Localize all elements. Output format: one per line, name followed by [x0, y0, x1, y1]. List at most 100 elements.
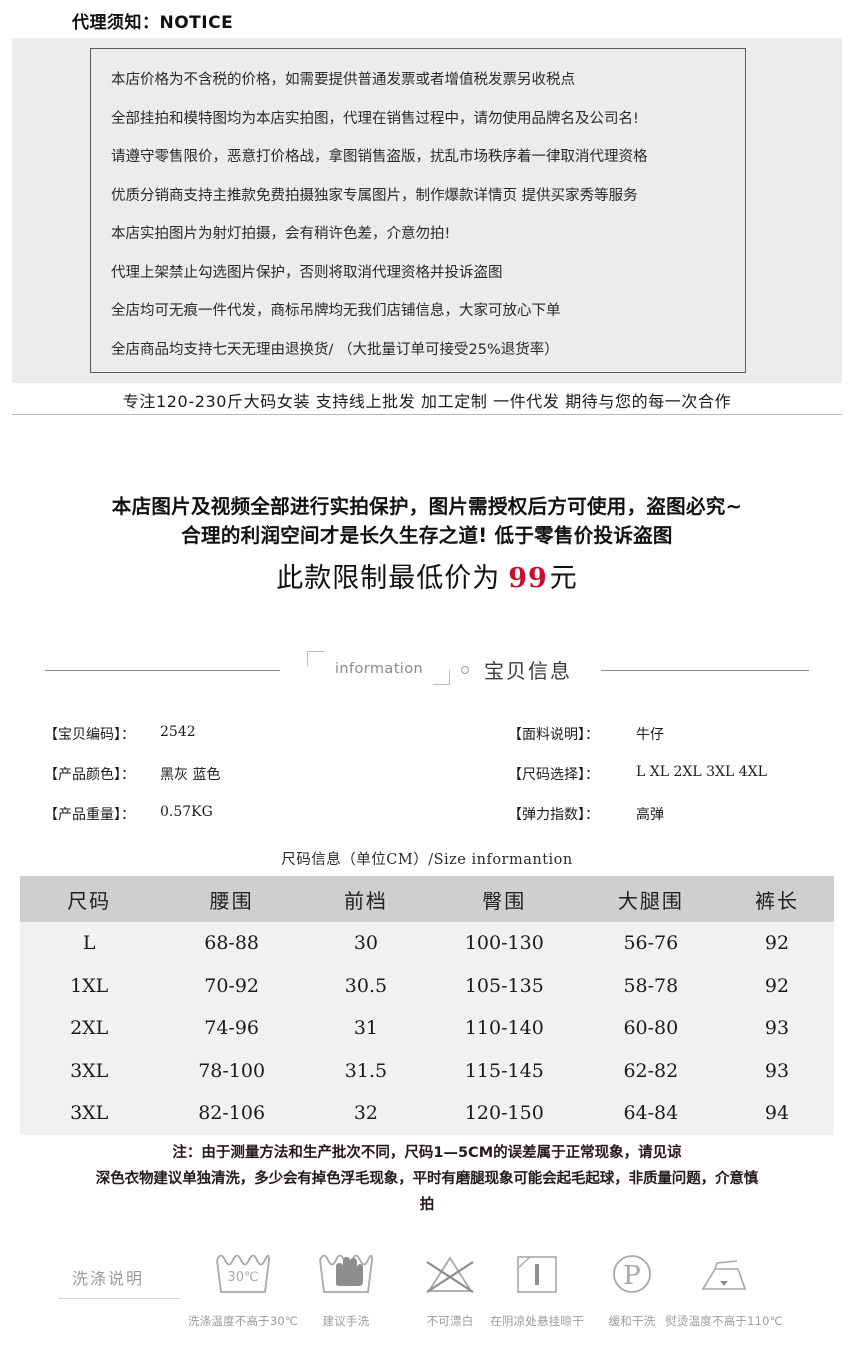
table-cell: 105-135 [426, 964, 582, 1007]
info-label: 【尺码选择】： [508, 767, 599, 783]
column-header: 臀围 [426, 876, 582, 922]
care-item-wash-temp: 30℃ 洗涤温度不高于30℃ [178, 1239, 308, 1329]
info-value: 0.57KG [160, 804, 213, 820]
line-dry-shade-icon [472, 1239, 602, 1309]
table-cell: 64-84 [581, 1092, 721, 1135]
table-cell: 70-92 [158, 964, 305, 1007]
note-line: 拍 [419, 1197, 435, 1213]
table-cell: 56-76 [581, 922, 721, 965]
table-cell: 30 [304, 922, 427, 965]
table-row: 1XL 70-92 30.5 105-135 58-78 92 [20, 964, 834, 1007]
note-line: 深色衣物建议单独清洗，多少会有掉色浮毛现象，平时有磨腿现象可能会起毛起球，非质量… [95, 1171, 759, 1187]
hand-wash-icon [281, 1239, 411, 1309]
table-cell: 120-150 [426, 1092, 582, 1135]
product-info-row: 【宝贝编码】： 2542 【面料说明】： 牛仔 [0, 724, 854, 764]
table-row: 3XL 78-100 31.5 115-145 62-82 93 [20, 1049, 834, 1092]
care-item-dry-clean: P 缓和干洗 [567, 1239, 697, 1329]
wash-care-title-rule [58, 1298, 180, 1299]
table-cell: 58-78 [581, 964, 721, 1007]
care-item-line-dry: 在阴凉处悬挂晾干 [472, 1239, 602, 1329]
table-row: L 68-88 30 100-130 56-76 92 [20, 922, 834, 965]
info-value: 2542 [160, 724, 196, 740]
column-header: 大腿围 [581, 876, 721, 922]
copyright-warning: 本店图片及视频全部进行实拍保护，图片需授权后方可使用，盗图必究~ 合理的利润空间… [0, 492, 854, 550]
wash-care-section: 洗涤说明 30℃ 洗涤温度不高于30℃ 建议手洗 [0, 1235, 854, 1355]
table-cell: 1XL [20, 964, 159, 1007]
info-label: 【产品颜色】： [44, 767, 135, 783]
warning-line-1: 本店图片及视频全部进行实拍保护，图片需授权后方可使用，盗图必究~ [111, 495, 743, 518]
care-item-iron-temp: 熨烫温度不高于110℃ [659, 1239, 789, 1329]
divider-rule-left [45, 670, 280, 671]
info-value: L XL 2XL 3XL 4XL [636, 764, 767, 780]
info-value: 黑灰 蓝色 [160, 767, 221, 783]
table-cell: 68-88 [158, 922, 305, 965]
corner-bracket-bottom-right-icon [433, 670, 450, 685]
minimum-price-line: 此款限制最低价为 99元 [0, 556, 854, 595]
notice-line: 全店均可无痕一件代发，商标吊牌均无我们店铺信息，大家可放心下单 [111, 303, 561, 319]
no-bleach-icon [385, 1239, 515, 1309]
tagline-divider [12, 414, 842, 415]
table-cell: 100-130 [426, 922, 582, 965]
price-number: 99 [508, 563, 548, 594]
price-prefix: 此款限制最低价为 [276, 563, 501, 594]
table-cell: L [20, 922, 159, 965]
care-item-no-bleach: 不可漂白 [385, 1239, 515, 1329]
column-header: 腰围 [158, 876, 305, 922]
dry-clean-letter: P [623, 1261, 641, 1291]
column-header: 前档 [304, 876, 427, 922]
size-table: 尺码 腰围 前档 臀围 大腿围 裤长 L 68-88 30 100-130 56… [20, 876, 834, 1135]
divider-rule-right [601, 670, 809, 671]
care-item-hand-wash: 建议手洗 [281, 1239, 411, 1329]
table-cell: 3XL [20, 1049, 159, 1092]
table-cell: 3XL [20, 1092, 159, 1135]
wash-care-title: 洗涤说明 [72, 1269, 145, 1288]
measurement-note: 注：由于测量方法和生产批次不同，尺码1—5CM的误差属于正常现象，请见谅 深色衣… [0, 1140, 854, 1218]
table-cell: 31.5 [304, 1049, 427, 1092]
product-info-row: 【产品颜色】： 黑灰 蓝色 【尺码选择】： L XL 2XL 3XL 4XL [0, 764, 854, 804]
table-cell: 115-145 [426, 1049, 582, 1092]
info-value: 高弹 [636, 807, 664, 823]
notice-line: 本店实拍图片为射灯拍摄，会有稍许色差，介意勿拍! [111, 226, 451, 242]
table-row: 2XL 74-96 31 110-140 60-80 93 [20, 1007, 834, 1050]
table-cell: 93 [720, 1007, 834, 1050]
wash-temp-text: 30℃ [227, 1270, 258, 1285]
care-item-label: 缓和干洗 [608, 1314, 656, 1328]
table-cell: 94 [720, 1092, 834, 1135]
table-cell: 92 [720, 922, 834, 965]
care-item-label: 不可漂白 [426, 1314, 474, 1328]
care-item-label: 熨烫温度不高于110℃ [665, 1314, 783, 1328]
divider-label-chinese: 宝贝信息 [484, 659, 572, 683]
shop-tagline: 专注120-230斤大码女装 支持线上批发 加工定制 一件代发 期待与您的每一次… [122, 392, 732, 411]
table-cell: 74-96 [158, 1007, 305, 1050]
care-item-label: 在阴凉处悬挂晾干 [490, 1314, 584, 1328]
table-row: 3XL 82-106 32 120-150 64-84 94 [20, 1092, 834, 1135]
wash-tub-30c-icon: 30℃ [178, 1239, 308, 1309]
table-cell: 30.5 [304, 964, 427, 1007]
notice-line: 本店价格为不含税的价格，如需要提供普通发票或者增值税发票另收税点 [111, 72, 575, 88]
notice-line: 优质分销商支持主推款免费拍摄独家专属图片，制作爆款详情页 提供买家秀等服务 [111, 187, 638, 204]
notice-box: 本店价格为不含税的价格，如需要提供普通发票或者增值税发票另收税点 全部挂拍和模特… [90, 48, 746, 373]
warning-line-2: 合理的利润空间才是长久生存之道! 低于零售价投诉盗图 [181, 524, 673, 547]
divider-label-english: information [335, 661, 424, 677]
product-info-grid: 【宝贝编码】： 2542 【面料说明】： 牛仔 【产品颜色】： 黑灰 蓝色 【尺… [0, 724, 854, 844]
table-cell: 110-140 [426, 1007, 582, 1050]
notice-title: 代理须知：NOTICE [72, 13, 234, 33]
care-item-label: 洗涤温度不高于30℃ [187, 1314, 299, 1328]
iron-low-temp-icon [659, 1239, 789, 1309]
table-cell: 92 [720, 964, 834, 1007]
information-section-divider: information 宝贝信息 [0, 648, 854, 694]
care-item-label: 建议手洗 [322, 1314, 370, 1328]
table-cell: 93 [720, 1049, 834, 1092]
table-cell: 82-106 [158, 1092, 305, 1135]
corner-bracket-top-left-icon [307, 651, 324, 666]
info-label: 【弹力指数】： [508, 807, 599, 823]
table-cell: 62-82 [581, 1049, 721, 1092]
column-header: 尺码 [20, 876, 159, 922]
table-cell: 31 [304, 1007, 427, 1050]
note-line: 注：由于测量方法和生产批次不同，尺码1—5CM的误差属于正常现象，请见谅 [172, 1145, 682, 1161]
price-unit: 元 [549, 563, 578, 594]
info-value: 牛仔 [636, 727, 664, 743]
notice-line: 请遵守零售限价，恶意打价格战，拿图销售盗版，扰乱市场秩序着一律取消代理资格 [111, 149, 648, 165]
size-table-caption: 尺码信息（单位CM）/Size informantion [281, 852, 573, 868]
